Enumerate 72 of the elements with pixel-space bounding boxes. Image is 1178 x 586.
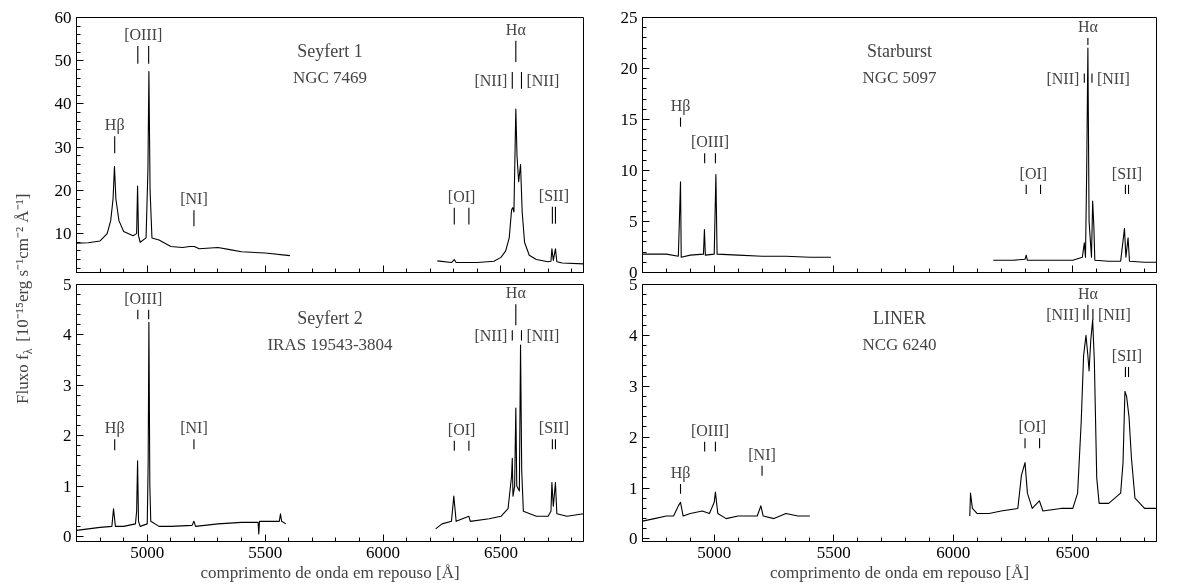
annotation: [OIII] — [690, 133, 730, 151]
y-tick-label: 10 — [620, 161, 638, 180]
annotation: [SII] — [538, 419, 570, 437]
annotation: [SII] — [538, 186, 570, 204]
text: Seyfert 1 — [297, 40, 363, 61]
x-tick-label: 5500 — [248, 542, 283, 562]
annotation: [OI] — [1019, 164, 1048, 182]
y-tick-label: 40 — [54, 94, 72, 114]
annotation: Hβ — [670, 97, 691, 116]
y-tick-label: 20 — [620, 59, 638, 78]
y-axis-title: Fluxo fλ [10⁻¹⁵erg s⁻¹cm⁻² Å⁻¹] — [13, 193, 35, 404]
y-tick-label: 30 — [54, 137, 72, 157]
text: NGC 7469 — [292, 67, 368, 87]
y-tick-label: 4 — [63, 325, 72, 345]
annotation: Hα — [1077, 284, 1099, 302]
x-tick-label: 5000 — [130, 542, 165, 562]
text: LINER — [873, 307, 927, 328]
annotation: Hα — [505, 20, 527, 38]
y-tick-label: 25 — [620, 8, 638, 27]
annotation: [NII] — [474, 326, 508, 344]
annotation: [NII] — [1046, 306, 1080, 324]
annotation: [NII] — [526, 326, 560, 344]
x-tick-label: 5500 — [816, 542, 851, 562]
annotation: [NI] — [180, 419, 208, 437]
y-tick-label: 15 — [620, 110, 638, 129]
x-tick-label: 6500 — [483, 542, 518, 562]
y-tick-label: 3 — [63, 375, 72, 395]
y-tick-label: 4 — [629, 325, 638, 345]
annotation: Hα — [505, 284, 527, 302]
y-tick-label: 50 — [54, 51, 72, 71]
x-tick-label: 6500 — [1055, 542, 1090, 562]
annotation: Hα — [1077, 17, 1099, 35]
y-tick-label: 20 — [54, 180, 72, 200]
annotation: [OIII] — [690, 421, 730, 439]
y-tick-label: 5 — [629, 212, 638, 231]
x-tick-label: 6000 — [366, 542, 401, 562]
x-axis-title: comprimento de onda em repouso [Å] — [200, 562, 460, 582]
annotation: [NII] — [1046, 69, 1080, 87]
y-tick-label: 0 — [63, 526, 72, 546]
y-tick-label: 1 — [63, 476, 72, 496]
annotation: Hβ — [104, 116, 125, 135]
y-tick-label: 10 — [54, 224, 72, 244]
annotation: [NII] — [526, 71, 560, 89]
x-axis-title: comprimento de onda em repouso [Å] — [769, 562, 1030, 582]
y-tick-label: 0 — [629, 529, 638, 549]
annotation: [NI] — [748, 445, 776, 463]
y-tick-label: 3 — [629, 376, 638, 396]
x-tick-label: 6000 — [936, 542, 971, 562]
text: IRAS 19543-3804 — [267, 335, 394, 355]
annotation: [OIII] — [124, 289, 163, 307]
annotation: [OI] — [447, 187, 476, 205]
y-tick-label: 2 — [63, 426, 72, 446]
annotation: [SII] — [1111, 164, 1143, 182]
annotation: [OI] — [447, 420, 476, 438]
annotation: Hβ — [104, 419, 125, 438]
annotation: [NII] — [1097, 306, 1131, 324]
text: NGC 5097 — [862, 67, 938, 87]
y-tick-label: 5 — [63, 275, 72, 294]
annotation: [NI] — [180, 190, 208, 208]
annotation: [NII] — [1096, 69, 1130, 87]
text: Seyfert 2 — [297, 307, 363, 328]
annotation: [OIII] — [124, 26, 163, 44]
annotation: Hβ — [670, 463, 691, 482]
text: Starburst — [867, 40, 932, 61]
x-tick-label: 5000 — [697, 542, 732, 562]
text: NCG 6240 — [862, 335, 937, 355]
annotation: [OI] — [1018, 418, 1047, 436]
y-tick-label: 2 — [629, 427, 638, 447]
annotation: [SII] — [1111, 346, 1143, 364]
annotation: [NII] — [474, 71, 508, 89]
y-tick-label: 60 — [54, 8, 72, 27]
y-tick-label: 1 — [629, 478, 638, 498]
